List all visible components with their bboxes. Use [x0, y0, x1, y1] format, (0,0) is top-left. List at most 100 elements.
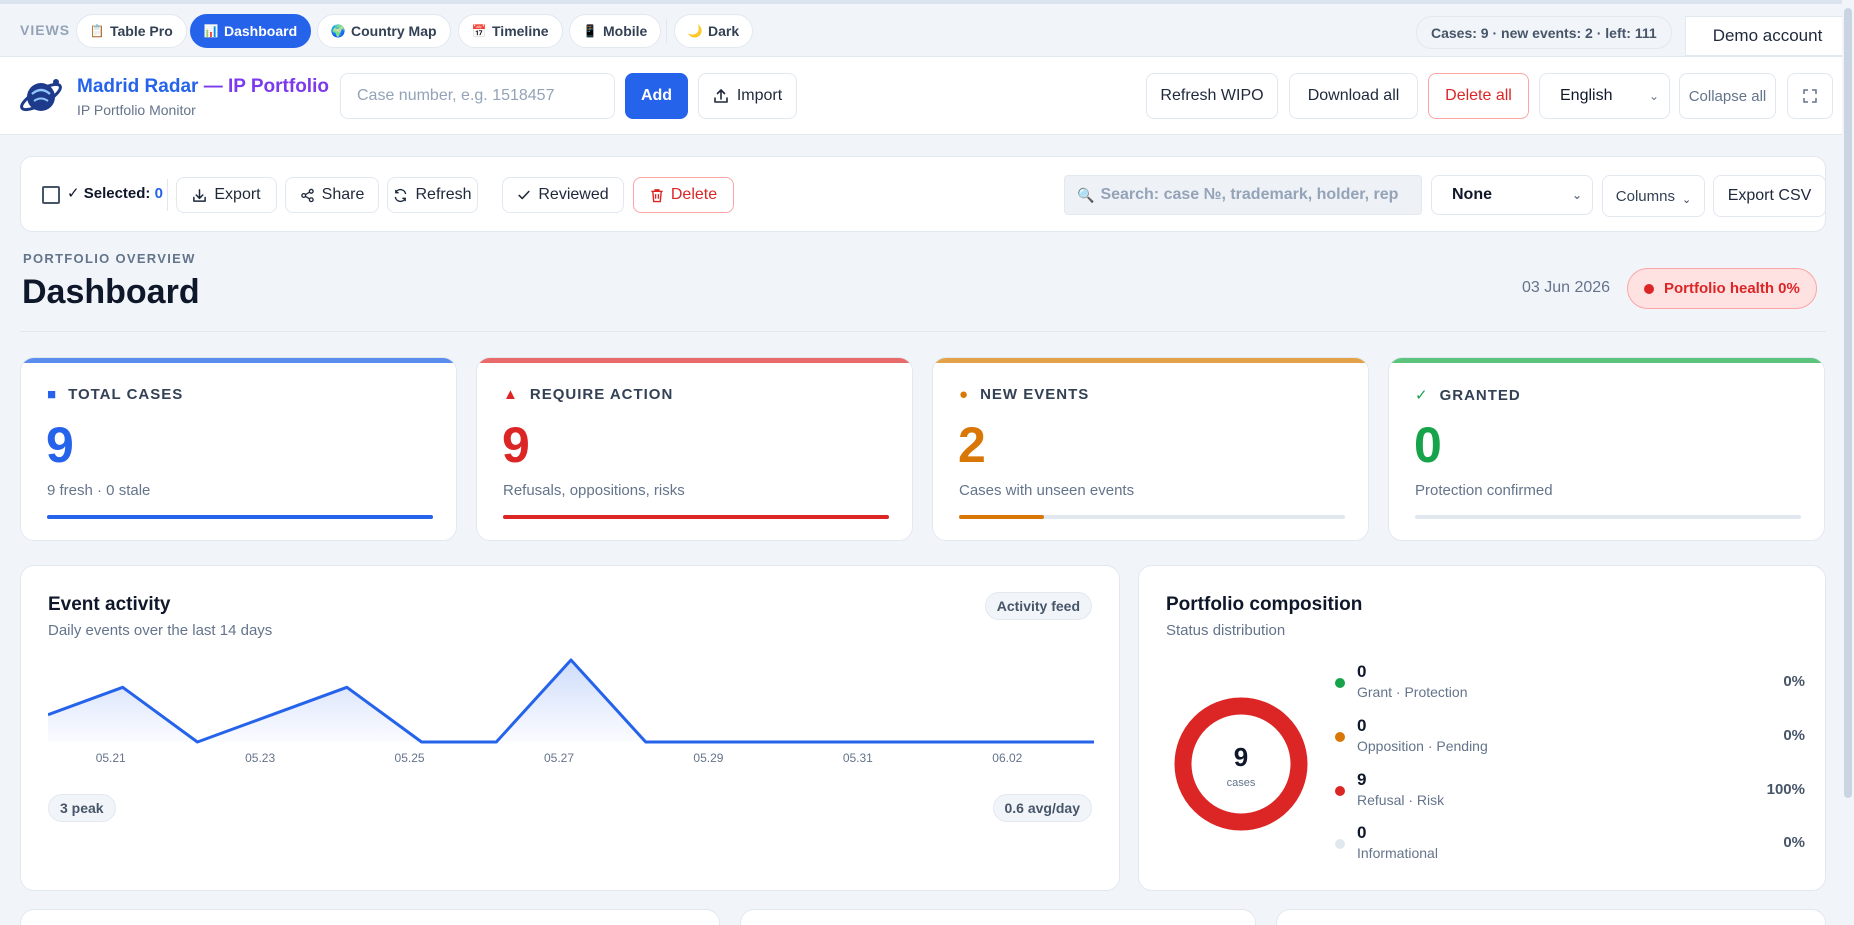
checkmark-icon: ✓: [1415, 387, 1429, 404]
tab-dark[interactable]: 🌙 Dark: [674, 14, 754, 48]
collapse-all-button[interactable]: Collapse all: [1679, 73, 1776, 119]
brand-name: Madrid Radar: [77, 76, 199, 97]
page-scrollbar[interactable]: [1842, 0, 1854, 925]
export-label: Export: [214, 186, 261, 203]
legend-item-grant[interactable]: 0 Grant · Protection 0%: [1335, 662, 1805, 702]
columns-button[interactable]: Columns ⌄: [1602, 175, 1705, 217]
section-divider: [20, 331, 1826, 332]
tab-label: Country Map: [351, 23, 437, 39]
card-progress-fill: [959, 515, 1044, 519]
card-value: 9: [502, 417, 530, 473]
toolbar-divider: [167, 179, 168, 211]
search-input[interactable]: [1100, 186, 1411, 204]
add-button[interactable]: Add: [625, 73, 688, 119]
import-label: Import: [736, 87, 783, 104]
average-badge: 0.6 avg/day: [992, 794, 1092, 822]
scrollbar-thumb[interactable]: [1844, 8, 1852, 798]
bottom-card: [740, 909, 1256, 925]
language-select[interactable]: English ⌄: [1539, 73, 1670, 119]
tab-table-pro[interactable]: 📋 Table Pro: [76, 14, 187, 48]
bottom-card: [20, 909, 720, 925]
legend-label: Informational: [1357, 845, 1438, 861]
refresh-button[interactable]: Refresh: [387, 177, 478, 213]
panel-subtitle: Daily events over the last 14 days: [48, 622, 273, 639]
card-subtitle: Refusals, oppositions, risks: [503, 482, 685, 499]
refresh-wipo-button[interactable]: Refresh WIPO: [1146, 73, 1278, 119]
peak-badge: 3 peak: [48, 794, 116, 822]
moon-icon: 🌙: [687, 24, 703, 38]
card-label: ✓ GRANTED: [1415, 386, 1521, 405]
delete-button[interactable]: Delete: [633, 177, 734, 213]
activity-area: [48, 660, 1094, 742]
x-tick-label: 06.02: [992, 751, 1022, 765]
portfolio-health-badge: Portfolio health 0%: [1627, 268, 1817, 309]
donut-total-label: cases: [1227, 777, 1256, 789]
brand-title: Madrid Radar — IP Portfolio: [77, 76, 329, 98]
panel-title: Portfolio composition: [1166, 594, 1363, 615]
brand-subtitle: IP Portfolio Monitor: [77, 102, 196, 118]
legend-item-refusal[interactable]: 9 Refusal · Risk 100%: [1335, 770, 1805, 810]
import-button[interactable]: Import: [698, 73, 797, 119]
legend-percent: 0%: [1783, 834, 1805, 851]
fullscreen-button[interactable]: [1787, 73, 1833, 119]
panel-subtitle: Status distribution: [1166, 622, 1286, 639]
card-label: ● NEW EVENTS: [959, 386, 1089, 403]
brand-rest: IP Portfolio: [227, 76, 329, 97]
activity-feed-button[interactable]: Activity feed: [984, 592, 1092, 620]
stat-card-total-cases[interactable]: ■ TOTAL CASES 9 9 fresh · 0 stale: [20, 357, 457, 541]
legend-item-opposition[interactable]: 0 Opposition · Pending 0%: [1335, 716, 1805, 756]
columns-label: Columns: [1615, 187, 1675, 205]
tab-country-map[interactable]: 🌍 Country Map: [317, 14, 451, 48]
stat-card-new-events[interactable]: ● NEW EVENTS 2 Cases with unseen events: [932, 357, 1369, 541]
upload-icon: [714, 89, 728, 103]
tab-mobile[interactable]: 📱 Mobile: [569, 14, 662, 48]
card-value: 9: [46, 417, 74, 473]
radar-logo-icon: [20, 79, 62, 112]
activity-line: [48, 658, 1094, 744]
tab-dashboard[interactable]: 📊 Dashboard: [190, 14, 312, 48]
delete-all-button[interactable]: Delete all: [1428, 73, 1529, 119]
language-value: English: [1560, 87, 1613, 104]
status-dot-icon: [1644, 283, 1654, 294]
refresh-icon: [395, 188, 407, 202]
donut-total: 9: [1234, 742, 1248, 772]
card-accent-line: [1389, 358, 1824, 363]
share-button[interactable]: Share: [285, 177, 379, 213]
legend-label: Grant · Protection: [1357, 684, 1468, 700]
selected-label: ✓ Selected:: [67, 185, 151, 202]
trash-icon: [651, 188, 663, 202]
reviewed-button[interactable]: Reviewed: [502, 177, 624, 213]
export-csv-button[interactable]: Export CSV: [1713, 175, 1826, 217]
search-icon: 🔍: [1077, 186, 1095, 203]
status-dot-icon: [1335, 732, 1345, 742]
card-subtitle: Cases with unseen events: [959, 482, 1135, 499]
bulk-toolbar: ✓ Selected: 0 Export Share Refresh Revie…: [20, 156, 1826, 232]
tab-timeline[interactable]: 📅 Timeline: [458, 14, 563, 48]
card-value: 0: [1414, 417, 1442, 473]
chevron-down-icon: ⌄: [1648, 89, 1659, 103]
download-all-button[interactable]: Download all: [1289, 73, 1418, 119]
stat-card-granted[interactable]: ✓ GRANTED 0 Protection confirmed: [1388, 357, 1825, 541]
stat-card-require-action[interactable]: ▲ REQUIRE ACTION 9 Refusals, oppositions…: [476, 357, 913, 541]
legend-percent: 100%: [1766, 781, 1805, 798]
bar-chart-icon: 📊: [203, 24, 219, 38]
legend-value: 9: [1357, 770, 1367, 789]
chevron-down-icon: ⌄: [1571, 188, 1582, 202]
case-number-input[interactable]: [340, 73, 615, 119]
warning-triangle-icon: ▲: [503, 386, 519, 403]
legend-item-informational[interactable]: 0 Informational 0%: [1335, 823, 1805, 863]
select-all-checkbox[interactable]: [42, 186, 60, 204]
export-button[interactable]: Export: [176, 177, 277, 213]
demo-account-button[interactable]: Demo account: [1685, 16, 1850, 56]
card-accent-line: [21, 358, 456, 363]
card-value: 2: [958, 417, 986, 473]
search-box[interactable]: 🔍: [1064, 175, 1422, 215]
tab-label: Mobile: [603, 23, 648, 39]
status-dot-icon: [1335, 678, 1345, 688]
tab-label: Timeline: [492, 23, 549, 39]
x-tick-label: 05.25: [395, 751, 425, 765]
card-label-text: TOTAL CASES: [68, 386, 184, 403]
filter-select[interactable]: None ⌄: [1431, 175, 1593, 215]
section-overline: PORTFOLIO OVERVIEW: [23, 251, 196, 266]
x-tick-label: 05.31: [843, 751, 873, 765]
